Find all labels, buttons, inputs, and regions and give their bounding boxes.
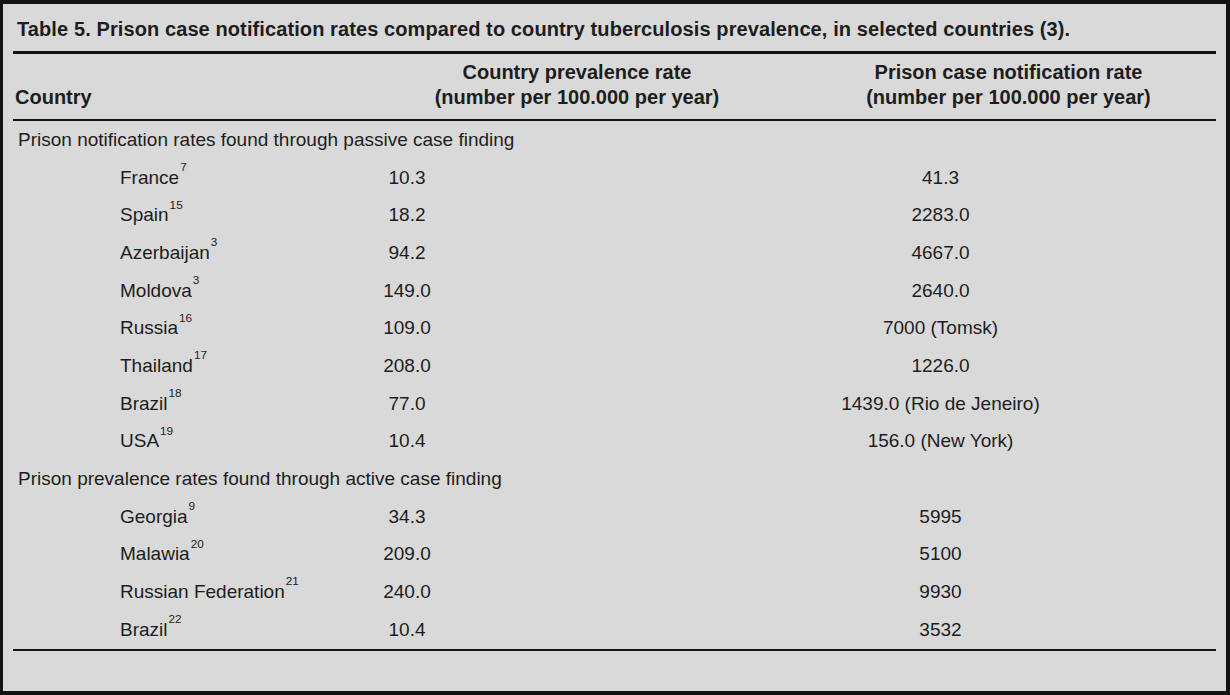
table-row: Moldova3149.02640.0 <box>3 272 1226 310</box>
prevalence-value: 94.2 <box>351 242 803 264</box>
prevalence-value: 208.0 <box>351 355 803 377</box>
country-name: Moldova <box>120 280 192 301</box>
country-name: Thailand <box>120 355 193 376</box>
country-name: Malawia <box>120 543 190 564</box>
column-header-notification: Prison case notification rate (number pe… <box>803 60 1214 110</box>
country-name-cell: Thailand17 <box>15 355 351 377</box>
notification-value: 3532 <box>803 619 1214 641</box>
section-header-label: Prison prevalence rates found through ac… <box>15 468 1214 490</box>
prevalence-value: 34.3 <box>351 506 803 528</box>
country-name-cell: Azerbaijan3 <box>15 242 351 264</box>
country-name: Russian Federation <box>120 581 285 602</box>
reference-superscript: 3 <box>211 235 218 248</box>
notification-value: 2283.0 <box>803 204 1214 226</box>
prevalence-value: 10.3 <box>351 167 803 189</box>
notification-value: 156.0 (New York) <box>803 430 1214 452</box>
notification-value: 2640.0 <box>803 280 1214 302</box>
prevalence-value: 77.0 <box>351 393 803 415</box>
table-row: Russia16109.07000 (Tomsk) <box>3 309 1226 347</box>
country-name: Brazil <box>120 393 168 414</box>
country-name-cell: Spain15 <box>15 204 351 226</box>
reference-superscript: 22 <box>169 612 182 625</box>
notification-value: 5995 <box>803 506 1214 528</box>
column-header-prevalence: Country prevalence rate (number per 100.… <box>351 60 803 110</box>
reference-superscript: 3 <box>193 273 200 286</box>
column-header-notification-line1: Prison case notification rate <box>803 60 1214 85</box>
country-name: Russia <box>120 317 178 338</box>
column-header-prevalence-line1: Country prevalence rate <box>351 60 803 85</box>
country-name-cell: Brazil22 <box>15 619 351 641</box>
country-name: Spain <box>120 204 169 225</box>
reference-superscript: 21 <box>286 574 299 587</box>
prevalence-value: 18.2 <box>351 204 803 226</box>
table-header-row: Country Country prevalence rate (number … <box>3 54 1226 119</box>
table-row: Russian Federation21240.09930 <box>3 573 1226 611</box>
table-row: Thailand17208.01226.0 <box>3 347 1226 385</box>
notification-value: 4667.0 <box>803 242 1214 264</box>
country-name-cell: Russian Federation21 <box>15 581 351 603</box>
country-name: Georgia <box>120 506 188 527</box>
column-header-country: Country <box>15 85 351 110</box>
section-row: Prison prevalence rates found through ac… <box>3 460 1226 498</box>
section-row: Prison notification rates found through … <box>3 121 1226 159</box>
prevalence-value: 109.0 <box>351 317 803 339</box>
reference-superscript: 19 <box>160 424 173 437</box>
prevalence-value: 209.0 <box>351 543 803 565</box>
reference-superscript: 20 <box>191 537 204 550</box>
notification-value: 9930 <box>803 581 1214 603</box>
notification-value: 7000 (Tomsk) <box>803 317 1214 339</box>
table-row: Spain1518.22283.0 <box>3 196 1226 234</box>
notification-value: 1226.0 <box>803 355 1214 377</box>
country-name-cell: Moldova3 <box>15 280 351 302</box>
prevalence-value: 10.4 <box>351 619 803 641</box>
prevalence-value: 10.4 <box>351 430 803 452</box>
prevalence-value: 149.0 <box>351 280 803 302</box>
table-row: Georgia934.35995 <box>3 498 1226 536</box>
reference-superscript: 9 <box>189 499 196 512</box>
country-name-cell: France7 <box>15 167 351 189</box>
country-name-cell: Brazil18 <box>15 393 351 415</box>
table-bottom-divider <box>13 649 1216 651</box>
country-name: USA <box>120 430 159 451</box>
notification-value: 5100 <box>803 543 1214 565</box>
table-5-figure: Table 5. Prison case notification rates … <box>0 0 1230 695</box>
prevalence-value: 240.0 <box>351 581 803 603</box>
country-name: France <box>120 167 179 188</box>
country-name-cell: Georgia9 <box>15 506 351 528</box>
notification-value: 41.3 <box>803 167 1214 189</box>
country-name: Brazil <box>120 619 168 640</box>
notification-value: 1439.0 (Rio de Jeneiro) <box>803 393 1214 415</box>
reference-superscript: 15 <box>170 198 183 211</box>
reference-superscript: 18 <box>169 386 182 399</box>
column-header-prevalence-line2: (number per 100.000 per year) <box>351 85 803 110</box>
table-row: USA1910.4156.0 (New York) <box>3 423 1226 461</box>
table-body: Prison notification rates found through … <box>3 121 1226 649</box>
table-row: Azerbaijan394.24667.0 <box>3 234 1226 272</box>
table-row: France710.341.3 <box>3 159 1226 197</box>
country-name-cell: Russia16 <box>15 317 351 339</box>
table-row: Brazil1877.01439.0 (Rio de Jeneiro) <box>3 385 1226 423</box>
table-row: Brazil2210.43532 <box>3 611 1226 649</box>
reference-superscript: 17 <box>194 348 207 361</box>
country-name: Azerbaijan <box>120 242 210 263</box>
country-name-cell: Malawia20 <box>15 543 351 565</box>
reference-superscript: 16 <box>179 311 192 324</box>
table-title: Table 5. Prison case notification rates … <box>3 4 1226 43</box>
column-header-notification-line2: (number per 100.000 per year) <box>803 85 1214 110</box>
country-name-cell: USA19 <box>15 430 351 452</box>
table-row: Malawia20209.05100 <box>3 536 1226 574</box>
section-header-label: Prison notification rates found through … <box>15 129 1214 151</box>
reference-superscript: 7 <box>180 160 187 173</box>
